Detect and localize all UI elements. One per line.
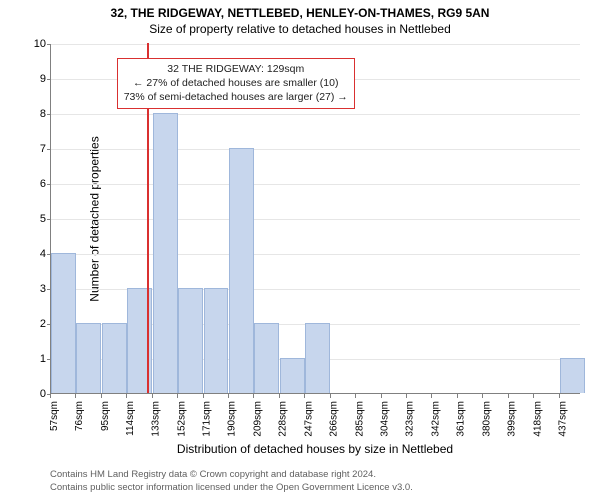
x-tick-label: 399sqm xyxy=(507,401,518,437)
x-tick-mark xyxy=(533,394,534,398)
histogram-bar xyxy=(305,323,330,393)
x-tick-label: 342sqm xyxy=(430,401,441,437)
x-tick-mark xyxy=(330,394,331,398)
footer-line1: Contains HM Land Registry data © Crown c… xyxy=(50,469,413,481)
gridline xyxy=(51,254,580,255)
x-tick-mark xyxy=(126,394,127,398)
y-tick-label: 0 xyxy=(40,388,46,400)
y-tick-mark xyxy=(47,114,51,115)
y-tick-label: 10 xyxy=(34,38,46,50)
x-tick-mark xyxy=(203,394,204,398)
x-tick-label: 190sqm xyxy=(227,401,238,437)
histogram-bar xyxy=(102,323,127,393)
y-tick-label: 9 xyxy=(40,73,46,85)
y-tick-label: 8 xyxy=(40,108,46,120)
y-tick-mark xyxy=(47,219,51,220)
histogram-bar xyxy=(153,113,178,393)
x-tick-label: 171sqm xyxy=(202,401,213,437)
y-tick-mark xyxy=(47,149,51,150)
x-tick-mark xyxy=(253,394,254,398)
x-tick-mark xyxy=(406,394,407,398)
x-tick-label: 266sqm xyxy=(329,401,340,437)
y-tick-label: 5 xyxy=(40,213,46,225)
page-title: 32, THE RIDGEWAY, NETTLEBED, HENLEY-ON-T… xyxy=(0,6,600,20)
page-subtitle: Size of property relative to detached ho… xyxy=(0,22,600,36)
footer-line2: Contains public sector information licen… xyxy=(50,482,413,494)
x-tick-label: 209sqm xyxy=(252,401,263,437)
x-tick-mark xyxy=(177,394,178,398)
x-tick-mark xyxy=(482,394,483,398)
gridline xyxy=(51,219,580,220)
x-tick-label: 95sqm xyxy=(100,401,111,431)
x-tick-mark xyxy=(228,394,229,398)
x-tick-mark xyxy=(152,394,153,398)
y-tick-label: 7 xyxy=(40,143,46,155)
x-tick-label: 152sqm xyxy=(176,401,187,437)
y-tick-mark xyxy=(47,44,51,45)
x-tick-label: 57sqm xyxy=(49,401,60,431)
x-tick-mark xyxy=(457,394,458,398)
histogram-bar xyxy=(560,358,585,393)
x-tick-label: 418sqm xyxy=(532,401,543,437)
annotation-line: 32 THE RIDGEWAY: 129sqm xyxy=(124,62,348,76)
gridline xyxy=(51,44,580,45)
x-tick-label: 114sqm xyxy=(125,401,136,436)
histogram-bar xyxy=(229,148,254,393)
y-tick-mark xyxy=(47,79,51,80)
x-tick-mark xyxy=(304,394,305,398)
plot-area: 32 THE RIDGEWAY: 129sqm← 27% of detached… xyxy=(50,44,580,394)
histogram-bar xyxy=(254,323,279,393)
y-tick-label: 6 xyxy=(40,178,46,190)
x-tick-label: 228sqm xyxy=(278,401,289,437)
x-tick-label: 361sqm xyxy=(456,401,467,437)
y-tick-label: 3 xyxy=(40,283,46,295)
chart-container: Number of detached properties 32 THE RID… xyxy=(50,44,580,394)
x-tick-label: 247sqm xyxy=(303,401,314,437)
x-tick-label: 285sqm xyxy=(354,401,365,437)
x-tick-label: 304sqm xyxy=(380,401,391,437)
x-tick-mark xyxy=(75,394,76,398)
y-tick-mark xyxy=(47,184,51,185)
annotation-line: ← 27% of detached houses are smaller (10… xyxy=(124,76,348,90)
annotation-box: 32 THE RIDGEWAY: 129sqm← 27% of detached… xyxy=(117,58,355,109)
gridline xyxy=(51,149,580,150)
gridline xyxy=(51,114,580,115)
gridline xyxy=(51,184,580,185)
x-tick-mark xyxy=(279,394,280,398)
x-tick-mark xyxy=(381,394,382,398)
histogram-bar xyxy=(51,253,76,393)
histogram-bar xyxy=(204,288,229,393)
histogram-bar xyxy=(280,358,305,393)
x-tick-label: 76sqm xyxy=(74,401,85,431)
histogram-bar xyxy=(178,288,203,393)
x-tick-label: 323sqm xyxy=(405,401,416,437)
x-axis-label: Distribution of detached houses by size … xyxy=(177,442,453,456)
x-tick-label: 380sqm xyxy=(481,401,492,437)
x-tick-mark xyxy=(431,394,432,398)
x-tick-mark xyxy=(50,394,51,398)
x-tick-label: 133sqm xyxy=(151,401,162,437)
y-tick-label: 4 xyxy=(40,248,46,260)
x-tick-mark xyxy=(355,394,356,398)
annotation-line: 73% of semi-detached houses are larger (… xyxy=(124,90,348,104)
x-tick-label: 437sqm xyxy=(558,401,569,437)
x-tick-mark xyxy=(559,394,560,398)
footer: Contains HM Land Registry data © Crown c… xyxy=(50,469,413,494)
x-tick-mark xyxy=(101,394,102,398)
histogram-bar xyxy=(76,323,101,393)
y-tick-label: 1 xyxy=(40,353,46,365)
y-tick-label: 2 xyxy=(40,318,46,330)
x-tick-mark xyxy=(508,394,509,398)
